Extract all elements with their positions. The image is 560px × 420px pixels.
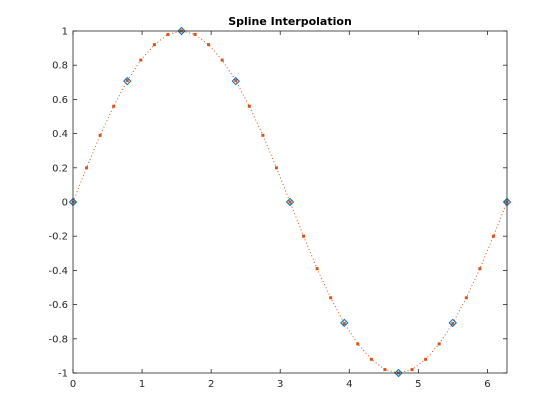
interpolated-point	[261, 133, 265, 137]
sample-point	[177, 26, 186, 36]
x-tick-label: 1	[139, 379, 145, 390]
x-tick-label: 2	[208, 379, 214, 390]
y-tick-label: 0.4	[52, 129, 68, 140]
chart-title: Spline Interpolation	[228, 15, 352, 28]
interpolated-point	[274, 166, 278, 170]
sample-point	[448, 318, 457, 328]
sample-point	[123, 76, 132, 86]
y-tick-label: 0.2	[52, 163, 68, 174]
x-tick-label: 4	[346, 379, 352, 390]
interpolated-point	[193, 32, 197, 36]
y-tick-label: -0.2	[48, 232, 68, 243]
interpolated-point	[139, 58, 143, 62]
interpolated-point	[491, 234, 495, 238]
sample-point	[231, 76, 240, 86]
axes-box	[72, 30, 508, 374]
interpolated-point	[369, 357, 373, 361]
sample-point	[340, 318, 349, 328]
interpolated-point	[383, 368, 387, 372]
interpolated-curve-line	[72, 30, 508, 374]
interpolated-point	[85, 166, 89, 170]
interpolated-point	[152, 43, 156, 47]
interpolated-point	[451, 321, 455, 325]
interpolated-point	[247, 104, 251, 108]
y-tick-label: -0.8	[48, 334, 68, 345]
y-tick-label: -0.4	[48, 266, 68, 277]
interpolated-point	[478, 267, 482, 271]
interpolated-point	[207, 43, 211, 47]
interpolated-point	[464, 296, 468, 300]
x-tick-label: 5	[415, 379, 421, 390]
interpolated-point	[166, 32, 170, 36]
y-tick-label: -0.6	[48, 300, 68, 311]
interpolated-point	[125, 79, 129, 83]
interpolated-point	[437, 342, 441, 346]
interpolated-point	[356, 342, 360, 346]
y-tick-label: 0.6	[52, 95, 68, 106]
y-tick-label: 0.8	[52, 61, 68, 72]
sample-point	[285, 197, 295, 207]
interpolated-point	[410, 368, 414, 372]
interpolated-point	[329, 296, 333, 300]
interpolated-point	[234, 79, 238, 83]
x-tick-label: 0	[70, 379, 76, 390]
interpolated-point	[288, 200, 292, 204]
sample-point	[394, 368, 403, 378]
interpolated-point	[424, 357, 428, 361]
interpolated-point	[302, 234, 306, 238]
y-tick-label: 1	[62, 27, 68, 38]
y-tick-label: 0	[62, 198, 68, 209]
interpolated-point	[220, 58, 224, 62]
interpolated-point	[342, 321, 346, 325]
x-tick-label: 3	[277, 379, 283, 390]
interpolated-point	[98, 133, 102, 137]
y-tick-label: -1	[58, 369, 68, 380]
interpolated-point	[315, 267, 319, 271]
x-tick-label: 6	[484, 379, 490, 390]
interpolated-point	[112, 104, 116, 108]
